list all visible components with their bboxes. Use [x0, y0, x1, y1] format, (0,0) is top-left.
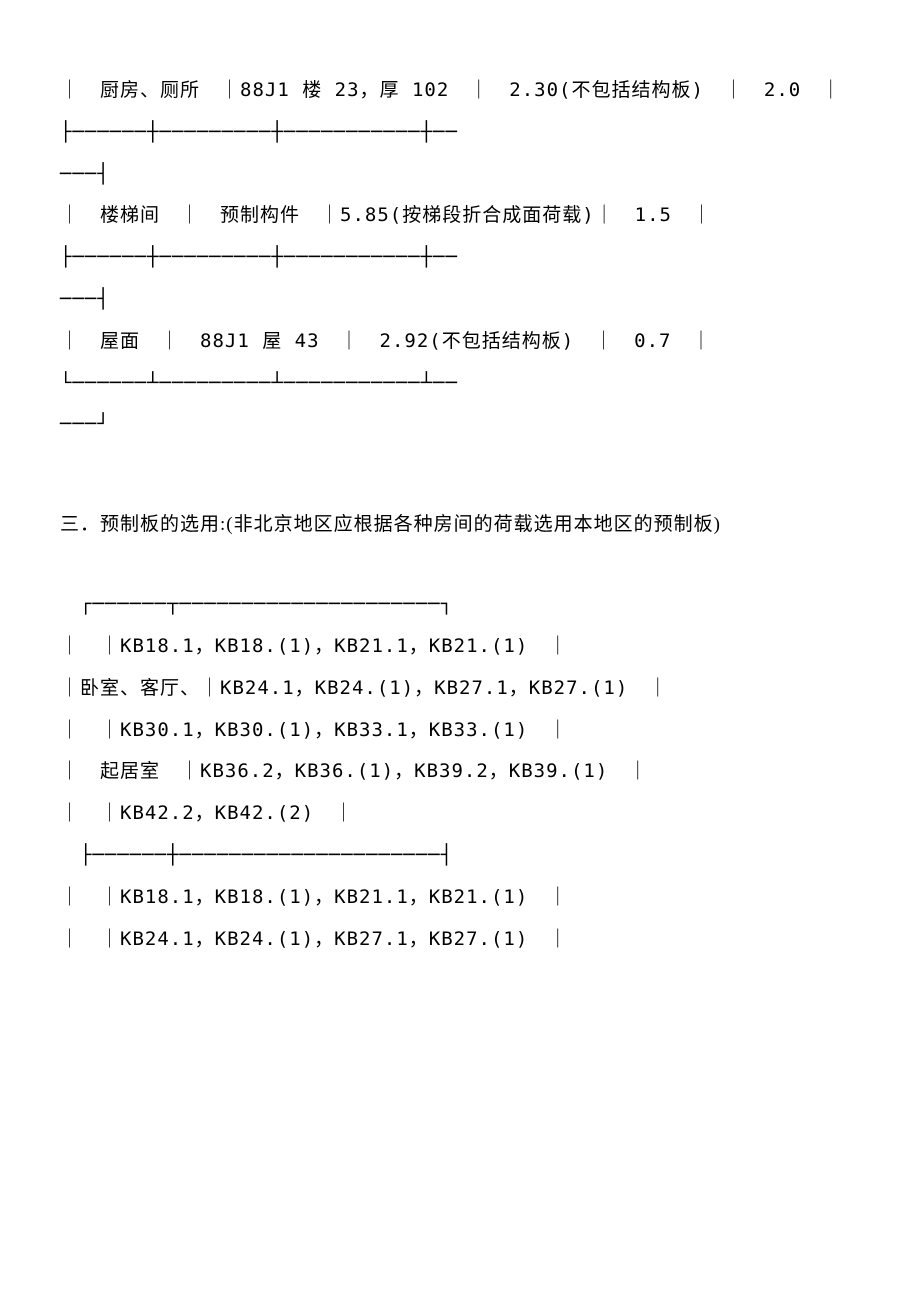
section-3-heading: 三．预制板的选用:(非北京地区应根据各种房间的荷载选用本地区的预制板)	[60, 506, 860, 544]
table1-separator-2b: ───┤	[60, 279, 860, 321]
table2-row-6: ｜ ｜KB18.1，KB18.(1)，KB21.1，KB21.(1) ｜	[60, 877, 860, 919]
table2-row-1: ｜ ｜KB18.1，KB18.(1)，KB21.1，KB21.(1) ｜	[60, 626, 860, 668]
table1-separator-2a: ├──────┼─────────┼───────────┼──	[60, 237, 860, 279]
table1-row-stair: ｜ 楼梯间 ｜ 预制构件 ｜5.85(按梯段折合成面荷载)｜ 1.5 ｜	[60, 195, 860, 237]
table2-row-7: ｜ ｜KB24.1，KB24.(1)，KB27.1，KB27.(1) ｜	[60, 919, 860, 961]
table1-separator-1b: ───┤	[60, 154, 860, 196]
table1-row-roof: ｜ 屋面 ｜ 88J1 屋 43 ｜ 2.92(不包括结构板) ｜ 0.7 ｜	[60, 321, 860, 363]
table2-row-2: ｜卧室、客厅、｜KB24.1，KB24.(1)，KB27.1，KB27.(1) …	[60, 668, 860, 710]
table2-row-3: ｜ ｜KB30.1，KB30.(1)，KB33.1，KB33.(1) ｜	[60, 710, 860, 752]
table1-row-kitchen: ｜ 厨房、厕所 ｜88J1 楼 23，厚 102 ｜ 2.30(不包括结构板) …	[60, 70, 860, 112]
table2-row-4: ｜ 起居室 ｜KB36.2，KB36.(1)，KB39.2，KB39.(1) ｜	[60, 751, 860, 793]
table1-separator-3a: └──────┴─────────┴───────────┴──	[60, 363, 860, 405]
table1-separator-3b: ───┘	[60, 404, 860, 446]
table1-separator-1a: ├──────┼─────────┼───────────┼──	[60, 112, 860, 154]
table2-separator: ├──────┼─────────────────────┤	[60, 835, 860, 877]
table2-row-5: ｜ ｜KB42.2，KB42.(2) ｜	[60, 793, 860, 835]
table2-top-border: ┌──────┬─────────────────────┐	[60, 584, 860, 626]
